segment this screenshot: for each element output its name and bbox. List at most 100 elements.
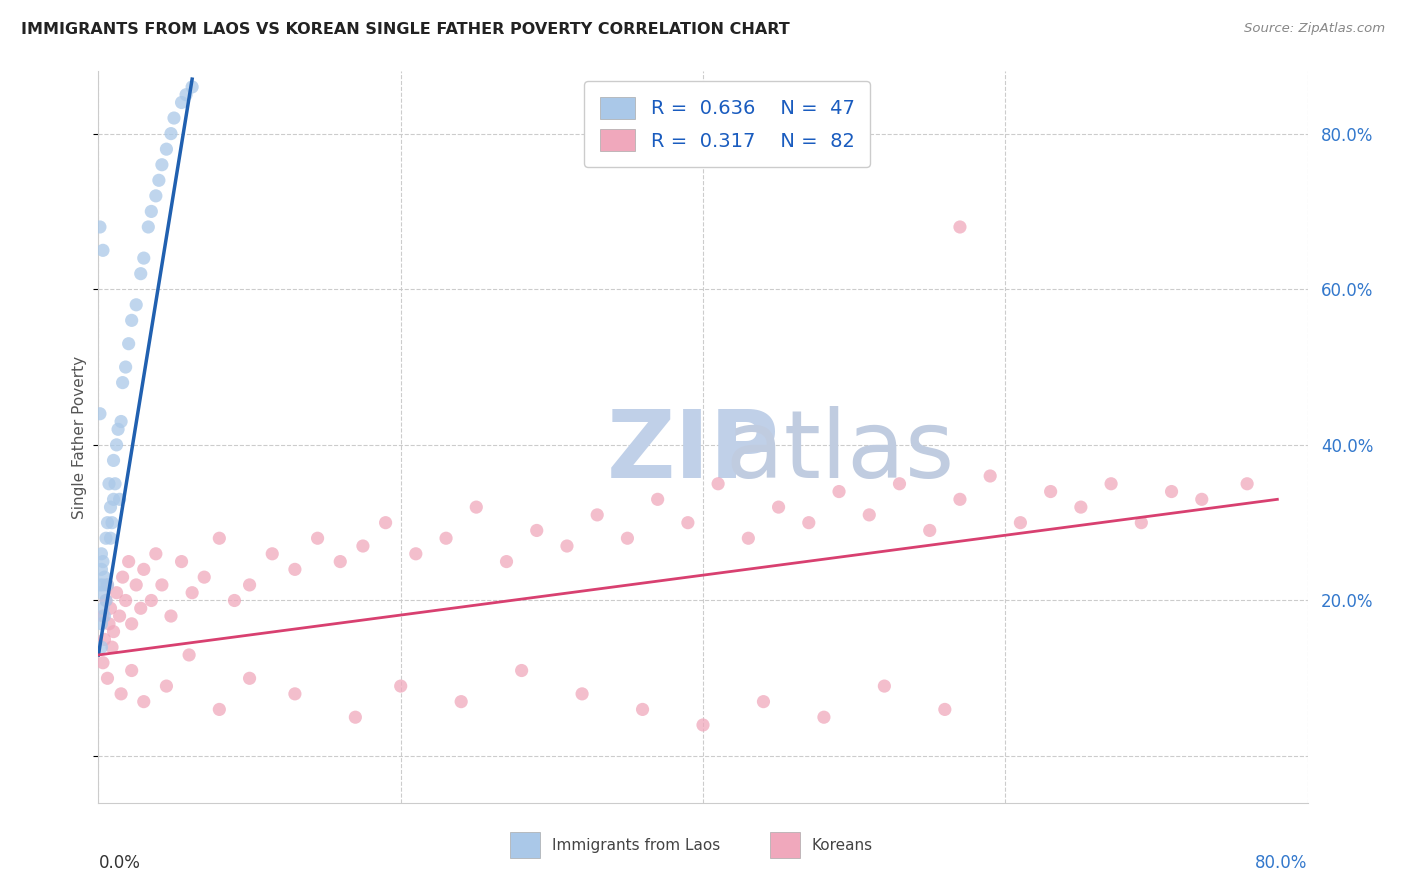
Point <box>768 500 790 515</box>
Point <box>93 609 115 624</box>
Point <box>208 702 231 716</box>
Point <box>239 578 262 592</box>
Point <box>1039 484 1062 499</box>
Point <box>93 570 115 584</box>
Point <box>160 127 183 141</box>
Point <box>91 609 114 624</box>
Point <box>111 570 134 584</box>
Point <box>1010 516 1032 530</box>
Point <box>181 79 204 94</box>
Point <box>949 492 972 507</box>
Point <box>631 702 654 716</box>
Point <box>155 679 177 693</box>
Point <box>90 562 112 576</box>
FancyBboxPatch shape <box>769 832 800 858</box>
Text: Immigrants from Laos: Immigrants from Laos <box>551 838 720 853</box>
Point <box>91 656 114 670</box>
Point <box>107 422 129 436</box>
Point <box>1191 492 1213 507</box>
Point <box>89 407 111 421</box>
Point <box>918 524 941 538</box>
Point <box>94 531 117 545</box>
Point <box>1070 500 1092 515</box>
FancyBboxPatch shape <box>509 832 540 858</box>
Point <box>104 476 127 491</box>
Point <box>647 492 669 507</box>
Point <box>405 547 427 561</box>
Point <box>100 531 122 545</box>
Point <box>148 173 170 187</box>
Point <box>1099 476 1122 491</box>
Point <box>121 664 143 678</box>
Point <box>150 158 173 172</box>
Point <box>828 484 851 499</box>
Point <box>526 524 548 538</box>
Point <box>434 531 457 545</box>
Text: Koreans: Koreans <box>811 838 873 853</box>
Point <box>1160 484 1182 499</box>
Point <box>208 531 231 545</box>
Point <box>100 601 122 615</box>
Point <box>170 95 193 110</box>
Legend: R =  0.636    N =  47, R =  0.317    N =  82: R = 0.636 N = 47, R = 0.317 N = 82 <box>585 81 870 167</box>
Point <box>91 601 114 615</box>
Point <box>616 531 638 545</box>
Point <box>307 531 329 545</box>
Point <box>90 585 112 599</box>
Point <box>136 219 159 234</box>
Point <box>465 500 488 515</box>
Point <box>752 695 775 709</box>
Point <box>132 251 155 265</box>
Point <box>155 142 177 156</box>
Point <box>284 562 307 576</box>
Point <box>91 578 114 592</box>
Point <box>114 359 136 374</box>
Text: IMMIGRANTS FROM LAOS VS KOREAN SINGLE FATHER POVERTY CORRELATION CHART: IMMIGRANTS FROM LAOS VS KOREAN SINGLE FA… <box>21 22 790 37</box>
Point <box>141 204 163 219</box>
Point <box>103 624 125 639</box>
Point <box>125 578 148 592</box>
Point <box>110 687 132 701</box>
Point <box>129 601 152 615</box>
Point <box>105 585 128 599</box>
Point <box>858 508 880 522</box>
Point <box>284 687 307 701</box>
Point <box>121 313 143 327</box>
Point <box>132 695 155 709</box>
Point <box>98 616 121 631</box>
Point <box>101 516 124 530</box>
Point <box>103 453 125 467</box>
Point <box>934 702 956 716</box>
Point <box>344 710 367 724</box>
Text: ZIP: ZIP <box>606 406 779 498</box>
Point <box>450 695 472 709</box>
Point <box>889 476 911 491</box>
Point <box>352 539 374 553</box>
Text: Source: ZipAtlas.com: Source: ZipAtlas.com <box>1244 22 1385 36</box>
Point <box>108 609 131 624</box>
Point <box>949 219 972 234</box>
Point <box>108 492 131 507</box>
Point <box>571 687 593 701</box>
Point <box>145 547 167 561</box>
Point <box>114 593 136 607</box>
Point <box>979 469 1001 483</box>
Point <box>105 438 128 452</box>
Point <box>93 632 115 647</box>
Point <box>90 616 112 631</box>
Y-axis label: Single Father Poverty: Single Father Poverty <box>72 356 87 518</box>
Point <box>374 516 396 530</box>
Point <box>797 516 820 530</box>
Point <box>150 578 173 592</box>
Point <box>96 671 118 685</box>
Point <box>1130 516 1153 530</box>
Point <box>163 111 186 125</box>
Point <box>510 664 533 678</box>
Point <box>239 671 262 685</box>
Point <box>121 616 143 631</box>
Point <box>89 578 111 592</box>
Point <box>224 593 246 607</box>
Point <box>170 555 193 569</box>
Point <box>676 516 699 530</box>
Point <box>118 555 141 569</box>
